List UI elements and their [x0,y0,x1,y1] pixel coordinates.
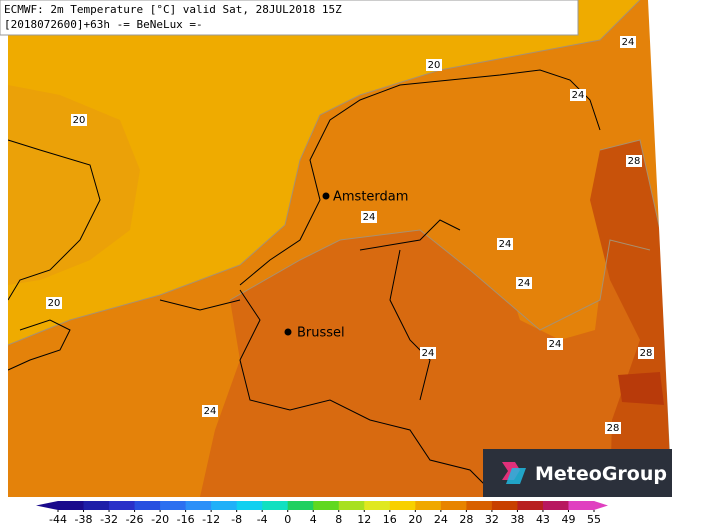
colorbar-tick-label: -12 [202,513,220,525]
contour-label-box [620,36,636,48]
city-label: Amsterdam [333,190,408,205]
contour-label-box [420,347,436,359]
contour-label: 28 [640,348,653,359]
colorbar-segment [287,501,314,510]
border [159,219,491,491]
colorbar-segment [134,501,161,510]
colorbar-tick-label: -26 [126,513,144,525]
city-dot [284,328,292,336]
contour-label-box [71,114,87,126]
colorbar-tick-label: 16 [383,513,397,525]
warm-england [8,85,140,285]
colorbar-tick-label: -20 [151,513,169,525]
contour-label: 24 [422,348,435,359]
colorbar-segment [58,501,85,510]
contour-label-box [547,338,563,350]
contour-label: 24 [363,212,376,223]
colorbar-segment [517,501,544,510]
hot-zone [590,140,672,497]
contour-label: 24 [499,239,512,250]
colorbar-tick-label: 32 [485,513,499,525]
colorbar-tick-label: 49 [561,513,575,525]
colorbar-arrow [36,501,58,510]
contour-label: 20 [48,298,61,309]
hottest-zone [618,372,664,405]
city-label: Brussel [297,326,345,341]
contour-label-box [361,211,377,223]
colorbar-tick-label: 55 [587,513,601,525]
logo-text: MeteoGroup [535,463,667,485]
contour-label-box [497,238,513,250]
colorbar-tick-label: 28 [459,513,473,525]
map: Amsterdam Brussel 24 20 24 20 28 24 24 24 20 24 24… [7,0,678,498]
contour-label-box [626,155,642,167]
colorbar-segment [211,501,238,510]
contour-label: 20 [73,115,86,126]
sea-field [8,0,640,345]
contour-label-box [605,422,621,434]
contour-label-box [46,297,62,309]
contour-label: 20 [428,60,441,71]
colorbar-segment [185,501,212,510]
contour-label: 24 [549,339,562,350]
header-box [0,0,579,36]
colorbar-segment [313,501,340,510]
isotherm [229,229,651,331]
cool-pocket [510,280,600,340]
isotherm [7,0,641,346]
colorbar-tick-label: 38 [510,513,524,525]
warm-zone [200,230,672,497]
header-line: ECMWF: 2m Temperature [°C] valid Sat, 28… [4,3,342,16]
colorbar-tick-label: -16 [177,513,195,525]
colorbar-segment [415,501,442,510]
contour-label-box [570,89,586,101]
colorbar-tick-label: -4 [257,513,268,525]
colorbar-segment [568,501,595,510]
colorbar-segment [160,501,187,510]
contour-label: 24 [204,406,217,417]
header-line: [2018072600]+63h -= BeNeLux =- [4,18,203,31]
colorbar-segment [109,501,136,510]
contour-label: 28 [628,156,641,167]
coastline [239,69,601,286]
colorbar: -44 -38 -32 -26 -20 -16 -12 -8 -4 0 4 8 12 16 20 24 28 32… [36,501,608,525]
colorbar-tick-label: 43 [536,513,550,525]
colorbar-tick-label: 0 [284,513,291,525]
contour-label-box [516,277,532,289]
colorbar-tick-label: -8 [231,513,242,525]
contour-label-box [426,59,442,71]
colorbar-segment [338,501,365,510]
colorbar-segment [542,501,569,510]
colorbar-tick-label: 20 [408,513,422,525]
colorbar-segment [389,501,416,510]
contour-label-box [638,347,654,359]
colorbar-segment [236,501,263,510]
contour-label: 28 [607,423,620,434]
contour-label-box [202,405,218,417]
colorbar-segment [262,501,289,510]
logo-icon [506,468,526,484]
colorbar-tick-label: 4 [310,513,317,525]
colorbar-tick-label: -32 [100,513,118,525]
colorbar-segment [440,501,467,510]
colorbar-tick-label: -38 [75,513,93,525]
contour-label: 24 [572,90,585,101]
colorbar-tick-label: 12 [357,513,371,525]
contour-label: 24 [518,278,531,289]
contour-label: 24 [622,37,635,48]
colorbar-segment [364,501,391,510]
colorbar-segment [491,501,518,510]
colorbar-tick-label: 24 [434,513,448,525]
colorbar-tick-label: -44 [49,513,67,525]
colorbar-segment [83,501,110,510]
city-dot [322,192,330,200]
coastline [7,139,101,371]
colorbar-tick-label: 8 [335,513,342,525]
colorbar-segment [466,501,493,510]
colorbar-arrow [594,501,608,510]
